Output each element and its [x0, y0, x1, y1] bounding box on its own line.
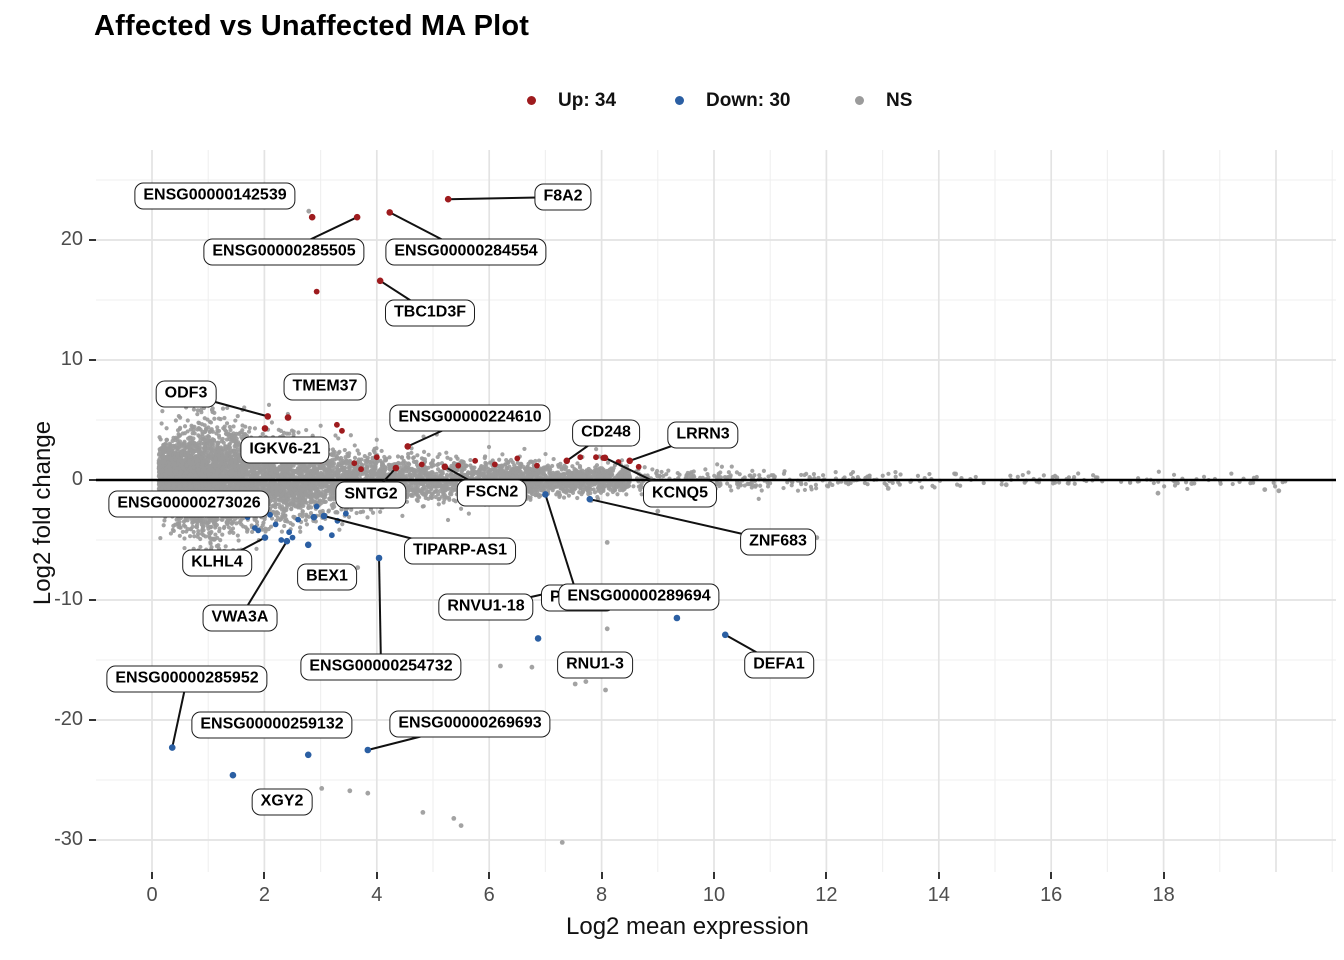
- x-axis-title: Log2 mean expression: [566, 913, 809, 940]
- x-tick-label: 6: [483, 884, 495, 906]
- y-tick-label: -20: [54, 708, 83, 730]
- legend-ns-label: NS: [886, 90, 913, 111]
- x-tick-label: 0: [146, 884, 158, 906]
- x-axis-tick: [713, 872, 715, 879]
- x-tick-label: 14: [927, 884, 950, 906]
- x-axis-tick: [1162, 872, 1165, 879]
- y-axis-tick: [89, 719, 96, 721]
- y-axis-tick: [89, 479, 96, 481]
- x-axis-tick: [600, 872, 603, 879]
- y-axis-tick: [89, 359, 96, 361]
- x-tick-label: 12: [815, 884, 838, 906]
- x-axis-tick: [375, 872, 378, 879]
- plot-panel: [96, 150, 1336, 872]
- x-tick-label: 10: [702, 884, 726, 906]
- x-tick-label: 4: [371, 884, 383, 906]
- legend-up-dot-icon: [527, 96, 536, 105]
- x-axis-tick: [488, 872, 491, 879]
- legend-up-label: Up: 34: [558, 90, 617, 111]
- y-axis-tick: [89, 599, 96, 601]
- x-tick-label: 16: [1040, 884, 1063, 906]
- y-axis-tick: [89, 239, 96, 241]
- x-axis-tick: [151, 872, 153, 879]
- plot-title: Affected vs Unaffected MA Plot: [94, 10, 530, 42]
- legend-down-dot-icon: [675, 96, 684, 105]
- x-axis-tick: [825, 872, 828, 879]
- x-axis-tick: [263, 872, 266, 879]
- x-tick-label: 8: [596, 884, 608, 906]
- y-tick-label: 10: [60, 348, 83, 370]
- y-axis-tick: [89, 839, 96, 841]
- x-axis-tick: [1050, 872, 1053, 879]
- x-tick-label: 18: [1152, 884, 1175, 906]
- y-axis-title: Log2 fold change: [29, 420, 56, 606]
- x-axis-tick: [937, 872, 940, 879]
- x-tick-label: 2: [258, 884, 270, 906]
- legend-ns-dot-icon: [855, 96, 864, 105]
- y-tick-label: 20: [60, 228, 83, 250]
- y-tick-label: -30: [54, 828, 83, 850]
- legend-down-label: Down: 30: [706, 90, 791, 111]
